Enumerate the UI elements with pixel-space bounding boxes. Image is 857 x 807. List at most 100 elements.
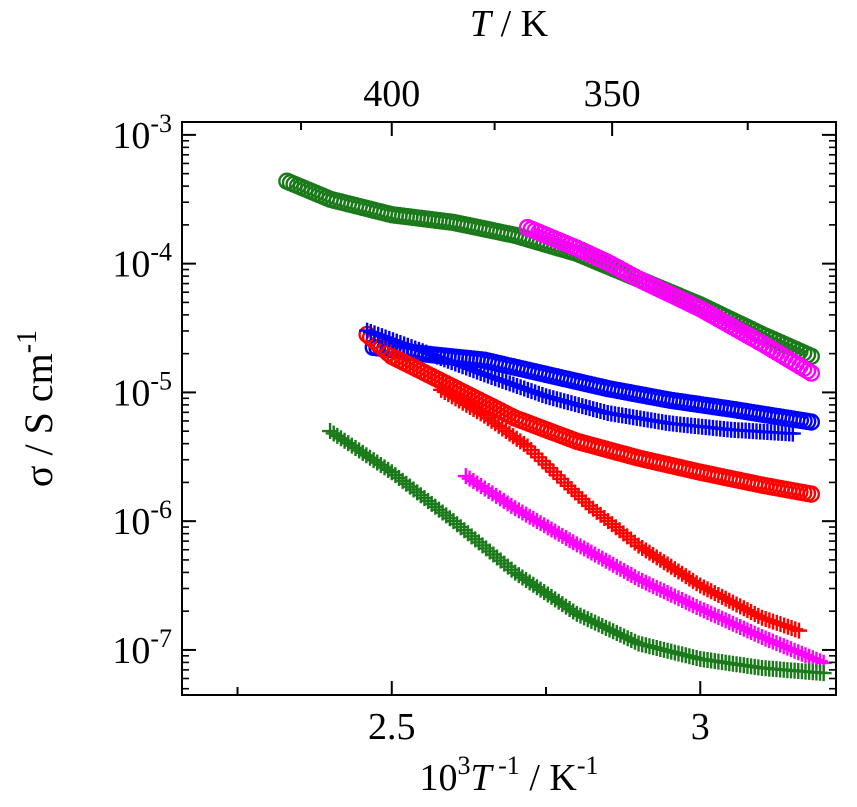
data-point [641,576,658,593]
data-point [549,467,566,484]
data-point [601,554,618,571]
data-point [359,322,376,339]
data-point [735,600,752,617]
x-axis-title: 103T -1 / K-1 [420,751,599,799]
data-point [385,332,402,349]
data-point [587,546,604,563]
data-point [626,569,643,586]
data-point [706,585,723,602]
data-point [659,585,676,602]
data-point [790,644,807,661]
data-point [392,334,409,351]
data-point [601,621,618,638]
data-point [458,359,475,376]
data-point [432,350,449,367]
data-point [728,617,745,634]
data-point [743,604,760,621]
data-point [692,577,709,594]
series-4 [359,322,801,442]
data-point [498,374,515,391]
data-point [381,330,398,347]
data-point [461,360,478,377]
data-point [538,456,555,473]
data-point [594,618,611,635]
data-point [490,371,507,388]
data-point [597,619,614,636]
data-point [563,481,580,498]
data-point [612,626,629,643]
data-point [421,345,438,362]
data-point [450,356,467,373]
data-point [530,385,547,402]
data-point [772,616,789,633]
data-point [619,630,636,647]
data-point [483,368,500,385]
data-point [414,343,431,360]
data-point [572,607,589,624]
data-point [663,586,680,603]
data-point [724,615,741,632]
data-point [425,347,442,364]
data-point [685,597,702,614]
data-point [746,605,763,622]
data-point [476,366,493,383]
data-point [527,384,544,401]
data-point [757,611,774,628]
data-point [568,605,585,622]
y-axis-title: σ / S cm-1 [12,330,61,487]
data-point [388,333,405,350]
data-point [655,583,672,600]
y-tick-label: 10-7 [112,624,172,672]
series-1 [518,218,821,382]
axes [181,121,837,696]
data-point [616,628,633,645]
data-point [560,477,577,494]
data-point [508,377,525,394]
data-point [605,556,622,573]
data-point [429,348,446,365]
data-point [764,633,781,650]
data-point [710,587,727,604]
data-point [743,624,760,641]
data-point [750,607,767,624]
top-axis-title: T / K [470,3,549,45]
data-point [479,367,496,384]
data-point [545,463,562,480]
data-point [570,487,587,504]
data-point [590,616,607,633]
data-point [724,594,741,611]
data-point [695,602,712,619]
data-point [576,609,593,626]
data-point [761,612,778,629]
data-point [688,598,705,615]
data-point [710,609,727,626]
data-point [666,588,683,605]
data-point [370,326,387,343]
data-point [519,438,536,455]
data-point [782,641,799,658]
data-point [739,622,756,639]
data-point [786,642,803,659]
data-point [783,620,800,637]
data-point [523,442,540,459]
data-point [802,364,821,382]
data-point [579,611,596,628]
data-point [714,610,731,627]
data-point [761,632,778,649]
data-point [512,379,529,396]
data-point [802,413,821,431]
data-point [362,323,379,340]
data-point [568,536,585,553]
data-point [692,600,709,617]
data-point [443,354,460,371]
data-point [768,614,785,631]
data-point [732,619,749,636]
data-point [594,550,611,567]
data-point [608,625,625,642]
data-point [501,375,518,392]
data-point [787,621,804,638]
data-point [699,604,716,621]
data-point [670,590,687,607]
data-point [407,340,424,357]
